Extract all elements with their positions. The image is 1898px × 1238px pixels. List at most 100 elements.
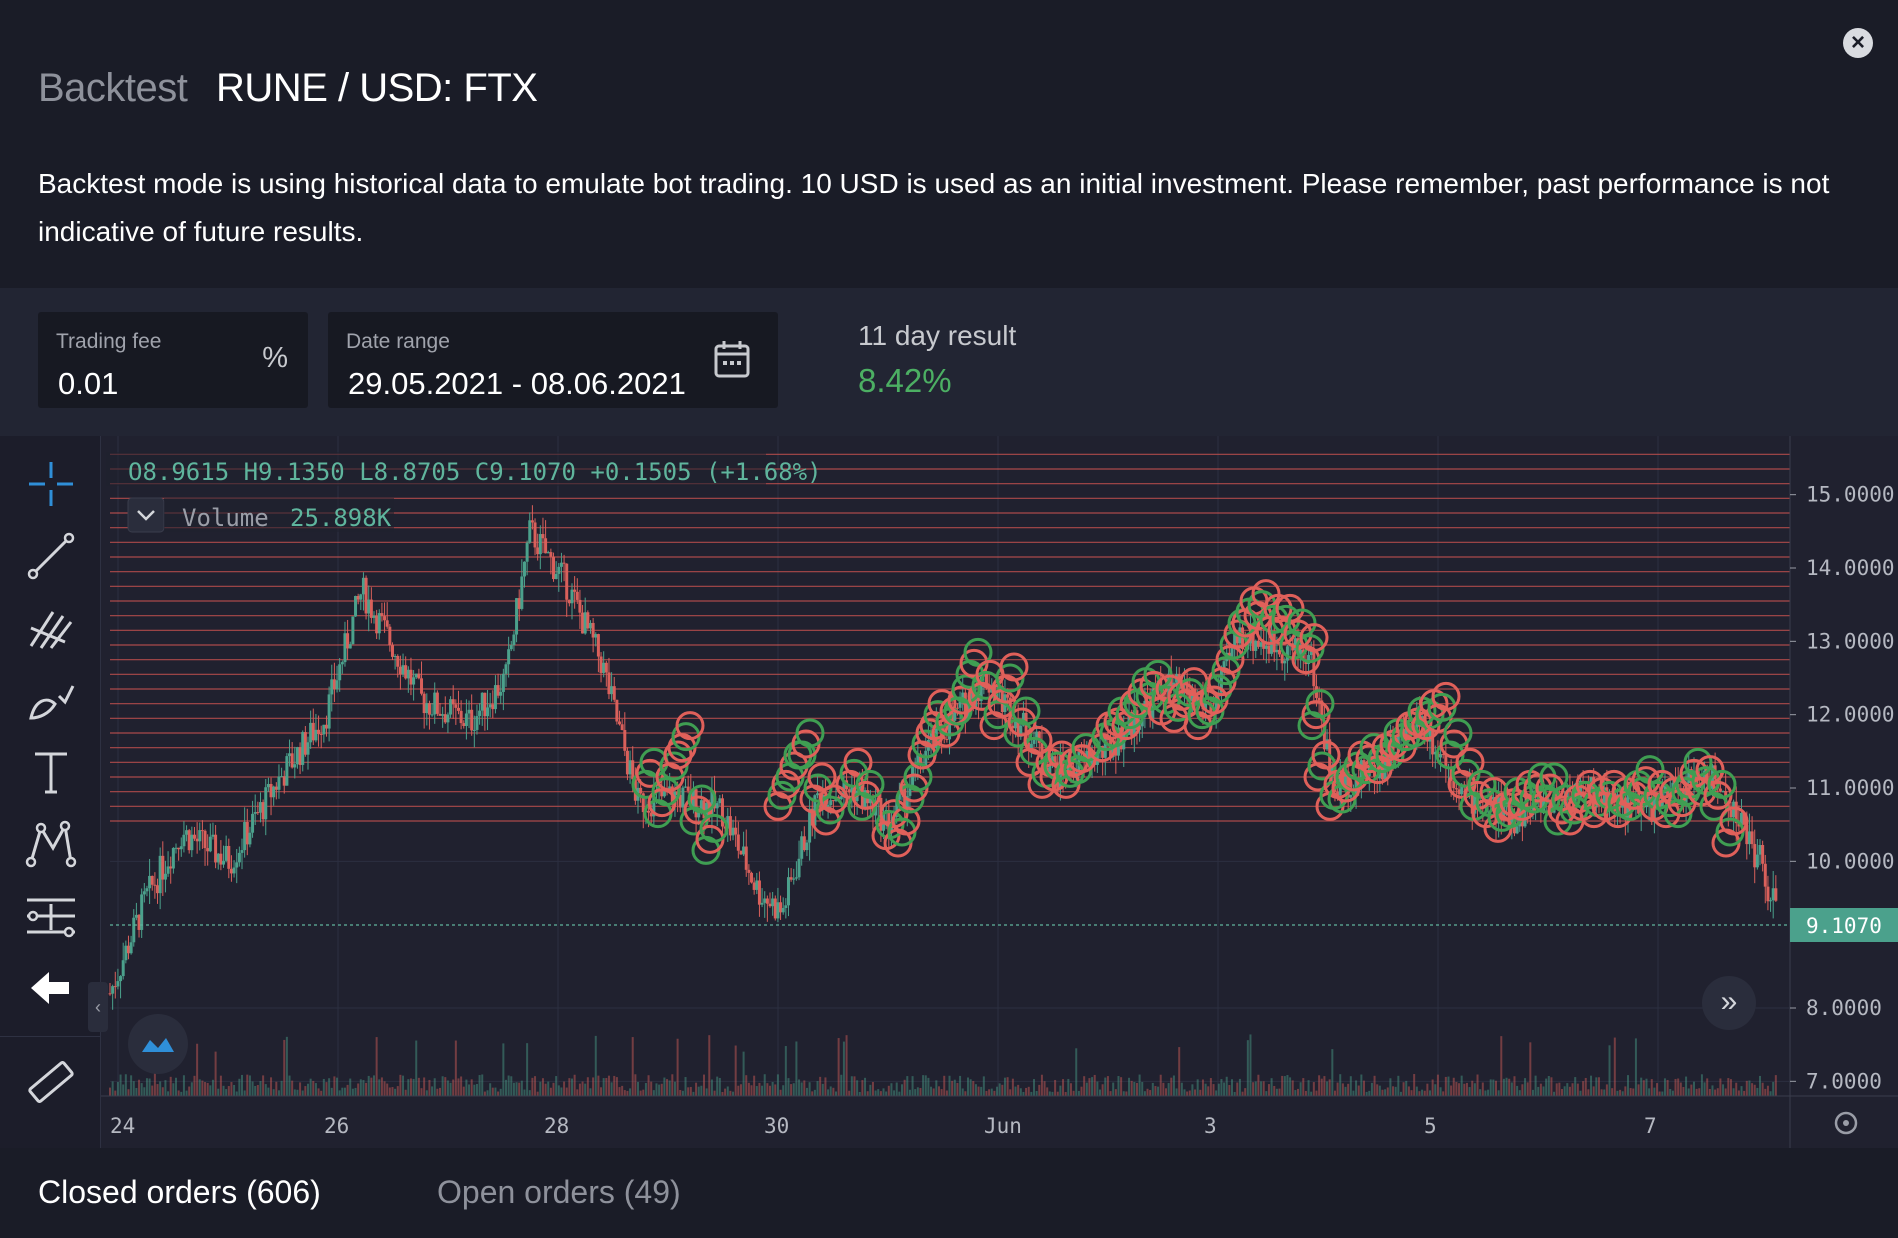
candle-body <box>681 787 685 808</box>
toolbar-collapse-button[interactable]: ‹ <box>88 982 108 1032</box>
candle-body <box>1753 844 1757 868</box>
volume-bar <box>1059 1085 1062 1096</box>
candle-body <box>417 673 421 679</box>
date-range-input[interactable]: 29.05.2021 - 08.06.2021 <box>348 366 686 401</box>
volume-bar <box>1289 1077 1292 1096</box>
candle-body <box>573 589 577 592</box>
volume-bar <box>903 1079 906 1096</box>
tradingview-logo-icon[interactable] <box>128 1014 188 1074</box>
volume-bar <box>1516 1085 1519 1096</box>
candle-body <box>145 888 149 892</box>
candle-body <box>1549 800 1553 813</box>
candle-body <box>1322 720 1326 750</box>
x-tick-label: 24 <box>110 1114 135 1138</box>
collapse-legend-button[interactable] <box>127 497 165 533</box>
candle-body <box>179 846 183 850</box>
candle-body <box>192 834 196 839</box>
volume-bar <box>1069 1083 1072 1096</box>
volume-bar <box>1442 1091 1445 1096</box>
volume-bar <box>972 1081 975 1096</box>
candle-body <box>222 860 226 865</box>
candle-body <box>367 599 371 614</box>
volume-bar <box>193 1075 196 1096</box>
candle-body <box>1336 791 1340 796</box>
volume-bar <box>1563 1086 1566 1096</box>
candle-body <box>744 846 748 870</box>
tab-open-orders[interactable]: Open orders (49) <box>437 1174 681 1210</box>
price-chart[interactable]: 24 26 28 30 Jun 3 5 7 15.0000 14.0000 13.0000 12.00… <box>0 436 1898 1148</box>
chart-canvas[interactable]: 24 26 28 30 Jun 3 5 7 15.0000 14.0000 13.0000 12.00… <box>0 436 1898 1148</box>
candle-body <box>486 707 490 717</box>
date-range-field[interactable]: Date range 29.05.2021 - 08.06.2021 <box>328 312 778 408</box>
volume-bar <box>1238 1078 1241 1096</box>
scroll-to-latest-button[interactable]: » <box>1702 976 1756 1030</box>
tab-closed-orders[interactable]: Closed orders (606) <box>38 1174 321 1210</box>
volume-bar <box>301 1090 304 1096</box>
candle-body <box>214 834 218 863</box>
volume-bar <box>1231 1079 1233 1096</box>
candle-body <box>552 556 556 580</box>
candle-body <box>235 862 239 868</box>
volume-bar <box>1669 1088 1672 1096</box>
volume-bar <box>1481 1082 1484 1096</box>
volume-bar <box>1312 1082 1315 1096</box>
candle-body <box>779 902 783 913</box>
volume-bar <box>217 1088 220 1096</box>
candle-body <box>1344 771 1348 787</box>
volume-bar <box>1201 1079 1204 1096</box>
settings-gear-icon[interactable] <box>1834 1111 1858 1135</box>
candle-body <box>800 836 804 859</box>
buy-marker <box>951 674 981 704</box>
crosshair-icon[interactable] <box>25 458 77 510</box>
volume-bar <box>951 1080 954 1096</box>
candle-body <box>583 612 587 634</box>
volume-bar <box>937 1086 940 1096</box>
trend-line-icon[interactable] <box>25 530 77 582</box>
candle-body <box>1721 791 1725 793</box>
candle-body <box>1280 654 1284 664</box>
candle-body <box>702 800 706 819</box>
candle-body <box>274 786 278 790</box>
volume-bar <box>1328 1079 1331 1096</box>
volume-bar <box>766 1083 769 1096</box>
volume-bar <box>729 1090 732 1096</box>
result-label: 11 day result <box>858 320 1017 351</box>
candle-body <box>1037 731 1041 744</box>
candle-body <box>615 699 619 722</box>
volume-bar <box>1286 1075 1289 1096</box>
candle-body <box>311 722 315 741</box>
volume-bar <box>547 1081 550 1096</box>
close-icon[interactable]: × <box>1843 28 1873 58</box>
volume-bar <box>1241 1091 1244 1096</box>
back-arrow-icon[interactable] <box>25 962 77 1014</box>
volume-bar <box>1495 1080 1497 1096</box>
candle-body <box>1267 645 1271 654</box>
candle-body <box>462 723 466 727</box>
candle-body <box>533 522 537 548</box>
ruler-icon[interactable] <box>25 1056 77 1108</box>
candle-body <box>372 615 376 618</box>
volume-bar <box>1653 1087 1656 1096</box>
candle-body <box>816 793 820 796</box>
candle-body <box>752 882 756 890</box>
volume-bar <box>1091 1077 1094 1096</box>
brush-icon[interactable] <box>25 674 77 726</box>
volume-bar <box>1373 1075 1376 1096</box>
pattern-icon[interactable] <box>25 818 77 870</box>
volume-bar <box>1616 1090 1619 1096</box>
measure-tools-icon[interactable] <box>25 890 77 942</box>
volume-bar <box>446 1080 449 1096</box>
candle-body <box>829 800 833 806</box>
volume-bar <box>1561 1089 1563 1096</box>
candle-body <box>1460 784 1464 795</box>
candle-body <box>1222 661 1226 669</box>
volume-bar <box>272 1089 275 1096</box>
trading-fee-input[interactable]: 0.01 <box>58 366 119 401</box>
volume-bar <box>1447 1076 1450 1096</box>
text-icon[interactable] <box>25 746 77 798</box>
trading-fee-field[interactable]: Trading fee 0.01 % <box>38 312 308 408</box>
candle-body <box>599 656 603 673</box>
candle-body <box>1750 831 1754 845</box>
fib-icon[interactable] <box>25 602 77 654</box>
calendar-icon[interactable] <box>714 340 750 378</box>
